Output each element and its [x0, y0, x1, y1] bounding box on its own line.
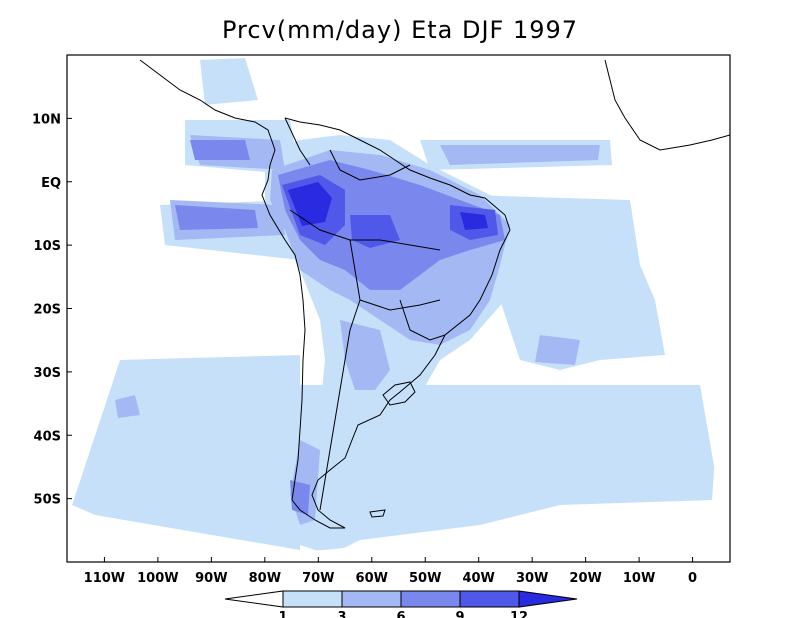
x-tick-label: 0 — [688, 571, 697, 586]
coastlines — [139, 59, 730, 529]
precip-level-above-12 — [288, 182, 488, 230]
x-tick-label: 30W — [516, 571, 548, 586]
colorbar-box — [459, 590, 520, 608]
x-tick-label: 90W — [195, 571, 227, 586]
x-tick-label: 80W — [249, 571, 281, 586]
colorbar-level-label: 1 — [278, 610, 287, 618]
x-tick-label: 60W — [356, 571, 388, 586]
colorbar-level-label: 6 — [396, 610, 405, 618]
y-tick-label: 30S — [34, 366, 61, 381]
y-tick-label: 40S — [34, 429, 61, 444]
colorbar-low-triangle — [224, 590, 284, 608]
x-tick-label: 110W — [84, 571, 125, 586]
y-tick-label: 20S — [34, 303, 61, 318]
outside-domain — [67, 55, 730, 562]
y-tick-label: 10N — [32, 112, 61, 127]
y-tick-label: 10S — [34, 239, 61, 254]
colorbar-level-label: 9 — [455, 610, 464, 618]
axis-ticks: 110W 100W 90W 80W 70W 60W 50W 40W 30W 20W 10W 0 10N E… — [32, 112, 697, 586]
colorbar-level-label: 12 — [510, 610, 528, 618]
precip-field — [67, 55, 730, 562]
y-tick-label: 50S — [34, 493, 61, 508]
colorbar-box — [341, 590, 402, 608]
x-tick-label: 10W — [623, 571, 655, 586]
y-tick-label: EQ — [41, 176, 61, 191]
x-tick-label: 20W — [569, 571, 601, 586]
x-tick-label: 50W — [409, 571, 441, 586]
map-title: Prcv(mm/day) Eta DJF 1997 — [221, 16, 579, 44]
colorbar-level-label: 3 — [337, 610, 346, 618]
x-tick-label: 100W — [137, 571, 178, 586]
colorbar-box — [400, 590, 461, 608]
colorbar: 1 3 6 9 12 — [224, 590, 578, 618]
x-tick-label: 70W — [302, 571, 334, 586]
x-tick-label: 40W — [462, 571, 494, 586]
colorbar-high-triangle — [518, 590, 578, 608]
colorbar-box — [282, 590, 343, 608]
